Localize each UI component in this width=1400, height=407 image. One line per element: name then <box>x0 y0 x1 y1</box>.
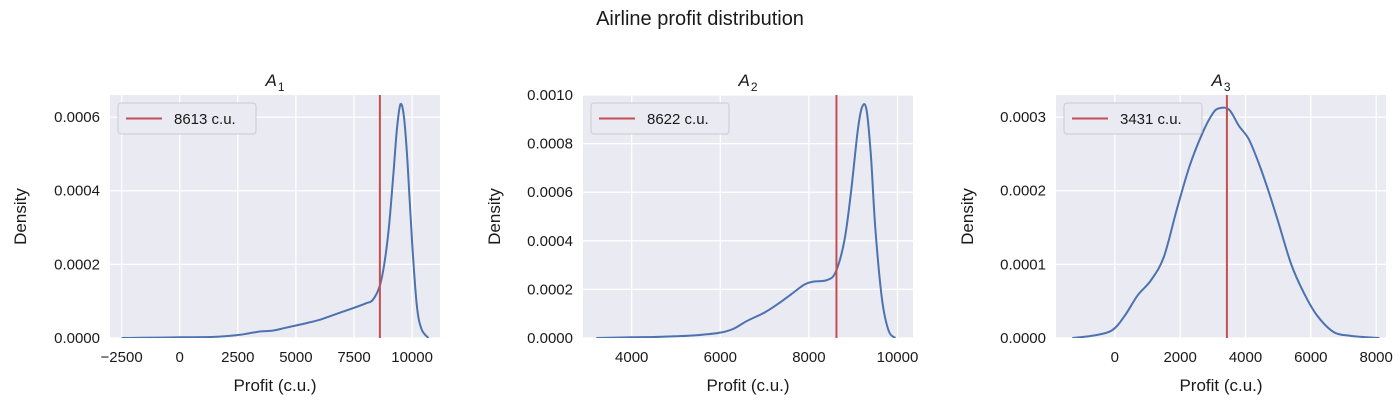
y-tick-label: 0.0003 <box>1000 109 1046 126</box>
legend: 3431 c.u. <box>1063 102 1203 135</box>
y-tick-label: 0.0002 <box>54 256 100 273</box>
x-tick-label: 10000 <box>877 349 919 366</box>
y-tick-label: 0.0008 <box>527 136 573 153</box>
y-tick-label: 0.0010 <box>527 87 573 104</box>
legend-label: 8613 c.u. <box>174 111 236 128</box>
y-axis-label: Density <box>958 188 977 245</box>
kde-curve <box>596 102 897 338</box>
legend-box <box>117 102 257 135</box>
plot-area <box>1056 95 1386 338</box>
x-axis-label: Profit (c.u.) <box>1179 376 1262 395</box>
legend-box <box>1063 102 1203 135</box>
kde-curve <box>121 102 430 338</box>
legend: 8622 c.u. <box>590 102 730 135</box>
y-tick-label: 0.0001 <box>1000 256 1046 273</box>
x-tick-label: 6000 <box>1294 349 1327 366</box>
x-tick-label: 10000 <box>391 349 433 366</box>
x-axis-label: Profit (c.u.) <box>233 376 316 395</box>
legend-label: 8622 c.u. <box>647 111 709 128</box>
x-tick-label: 7500 <box>337 349 370 366</box>
x-tick-label: 0 <box>176 349 184 366</box>
x-tick-label: 8000 <box>792 349 825 366</box>
y-tick-label: 0.0006 <box>54 109 100 126</box>
y-tick-label: 0.0002 <box>1000 183 1046 200</box>
x-axis-label: Profit (c.u.) <box>706 376 789 395</box>
subplot-2: 8622 c.u. 4000 6000 8000 10000 0.0000 0.0002 0.… <box>485 71 918 395</box>
figure-title: Airline profit distribution <box>596 8 804 30</box>
subplot-title: A3 <box>1210 71 1230 94</box>
y-tick-label: 0.0000 <box>527 330 573 347</box>
x-tick-label: −2500 <box>101 349 143 366</box>
x-tick-label: 2500 <box>221 349 254 366</box>
x-tick-label: 5000 <box>279 349 312 366</box>
x-tick-label: 4000 <box>615 349 648 366</box>
legend-label: 3431 c.u. <box>1120 111 1182 128</box>
y-tick-label: 0.0000 <box>54 330 100 347</box>
subplot-title: A2 <box>737 71 757 94</box>
x-tick-label: 4000 <box>1229 349 1262 366</box>
legend-box <box>590 102 730 135</box>
subplot-title: A1 <box>264 71 284 94</box>
y-tick-label: 0.0006 <box>527 184 573 201</box>
y-tick-label: 0.0004 <box>527 233 573 250</box>
subplot-3: 3431 c.u. 0 2000 4000 6000 8000 0.0000 0.0001 0.… <box>958 71 1393 395</box>
y-tick-label: 0.0002 <box>527 281 573 298</box>
plot-area <box>110 95 440 338</box>
x-tick-label: 8000 <box>1360 349 1393 366</box>
legend: 8613 c.u. <box>117 102 257 135</box>
y-tick-label: 0.0000 <box>1000 330 1046 347</box>
x-tick-label: 6000 <box>704 349 737 366</box>
x-tick-label: 2000 <box>1163 349 1196 366</box>
y-axis-label: Density <box>11 188 30 245</box>
x-tick-label: 0 <box>1111 349 1119 366</box>
y-axis-label: Density <box>485 188 504 245</box>
subplot-1: 8613 c.u. −2500 0 2500 5000 7500 10000 0.0000 0.… <box>11 71 440 395</box>
kde-curve <box>1072 106 1380 338</box>
y-tick-label: 0.0004 <box>54 183 100 200</box>
